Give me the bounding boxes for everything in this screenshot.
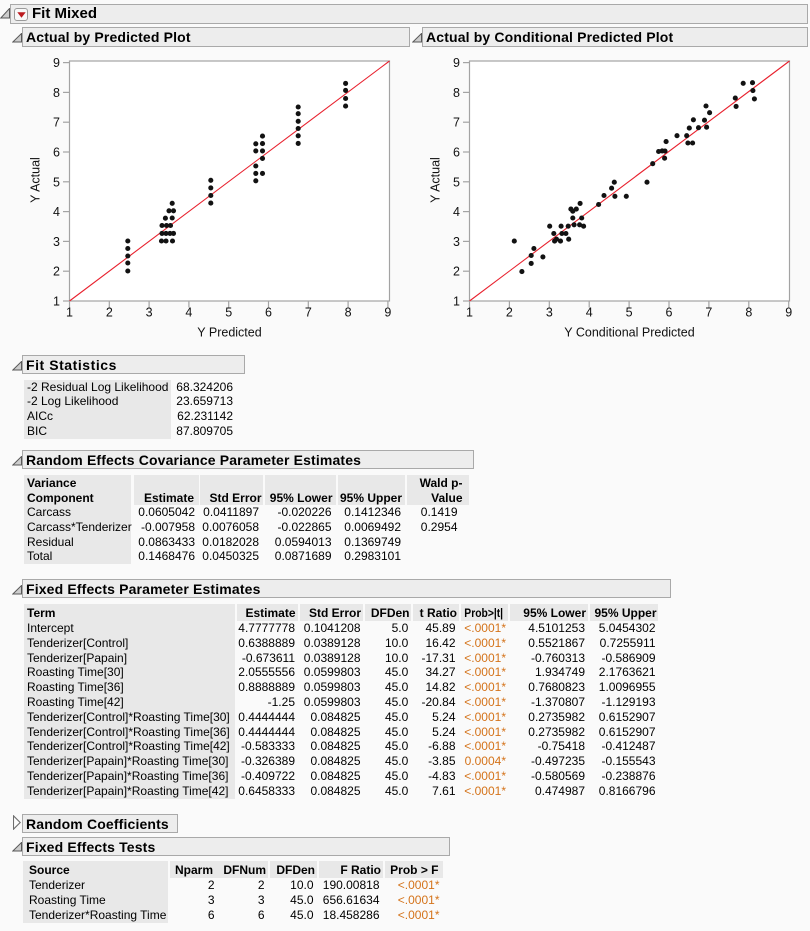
- svg-text:7: 7: [705, 306, 712, 320]
- svg-text:6: 6: [53, 146, 60, 160]
- svg-text:5: 5: [453, 175, 460, 189]
- svg-text:8: 8: [453, 86, 460, 100]
- svg-text:6: 6: [265, 306, 272, 320]
- svg-text:Y Actual: Y Actual: [429, 157, 443, 203]
- svg-text:3: 3: [146, 306, 153, 320]
- svg-text:8: 8: [345, 306, 352, 320]
- svg-text:8: 8: [53, 86, 60, 100]
- svg-text:5: 5: [626, 306, 633, 320]
- svg-text:8: 8: [745, 306, 752, 320]
- svg-text:5: 5: [53, 175, 60, 189]
- svg-text:4: 4: [53, 205, 60, 219]
- svg-text:3: 3: [546, 306, 553, 320]
- svg-text:2: 2: [506, 306, 513, 320]
- svg-text:9: 9: [53, 56, 60, 70]
- svg-text:2: 2: [453, 265, 460, 279]
- svg-text:1: 1: [53, 295, 60, 309]
- svg-text:7: 7: [453, 116, 460, 130]
- svg-text:7: 7: [305, 306, 312, 320]
- svg-text:7: 7: [53, 116, 60, 130]
- svg-text:1: 1: [466, 306, 473, 320]
- svg-text:5: 5: [225, 306, 232, 320]
- svg-text:4: 4: [586, 306, 593, 320]
- svg-text:2: 2: [106, 306, 113, 320]
- svg-text:9: 9: [384, 306, 391, 320]
- svg-text:9: 9: [453, 56, 460, 70]
- svg-text:Y Conditional Predicted: Y Conditional Predicted: [564, 326, 694, 340]
- svg-text:Y Actual: Y Actual: [29, 157, 43, 203]
- svg-text:4: 4: [453, 205, 460, 219]
- svg-text:3: 3: [53, 235, 60, 249]
- svg-text:3: 3: [453, 235, 460, 249]
- svg-text:1: 1: [453, 295, 460, 309]
- svg-text:6: 6: [453, 146, 460, 160]
- svg-text:2: 2: [53, 265, 60, 279]
- svg-text:9: 9: [785, 306, 792, 320]
- svg-text:1: 1: [66, 306, 73, 320]
- svg-text:4: 4: [185, 306, 192, 320]
- svg-text:6: 6: [666, 306, 673, 320]
- svg-text:Y Predicted: Y Predicted: [197, 326, 261, 340]
